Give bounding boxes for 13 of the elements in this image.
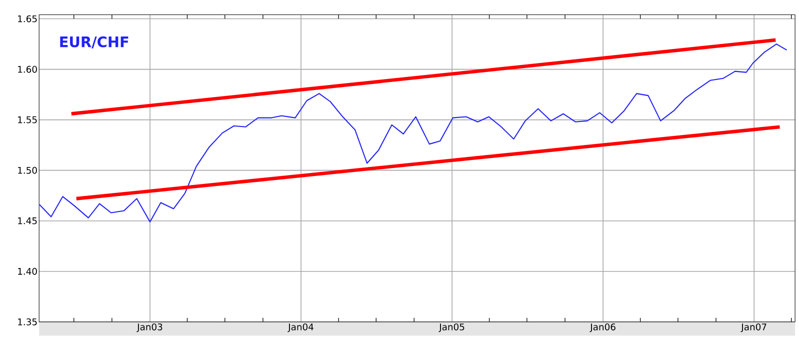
y-tick-label: 1.40: [18, 268, 37, 276]
x-tick-label: Jan04: [288, 324, 314, 332]
y-tick-label: 1.35: [18, 318, 37, 326]
x-tick-label: Jan05: [438, 324, 464, 332]
x-tick-label: Jan07: [740, 324, 766, 332]
y-tick-label: 1.65: [18, 16, 37, 22]
y-tick-label: 1.50: [18, 167, 37, 174]
y-tick-label: 1.45: [18, 218, 37, 224]
y-tick-label: 1.55: [18, 116, 37, 124]
text: EUR/CHF: [60, 36, 128, 49]
x-tick-label: Jan03: [136, 324, 162, 332]
x-tick-label: Jan06: [590, 324, 616, 332]
y-tick-label: 1.60: [18, 66, 37, 73]
